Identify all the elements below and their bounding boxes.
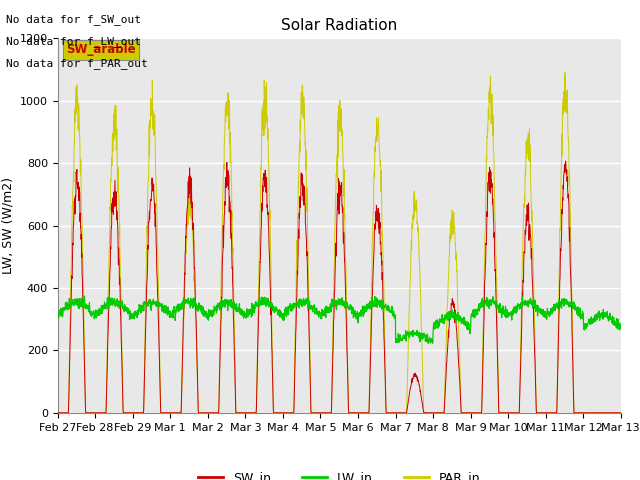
Text: No data for f_PAR_out: No data for f_PAR_out [6, 58, 148, 69]
Legend: SW_in, LW_in, PAR_in: SW_in, LW_in, PAR_in [193, 466, 486, 480]
Text: No data for f_LW_out: No data for f_LW_out [6, 36, 141, 47]
Title: Solar Radiation: Solar Radiation [281, 18, 397, 33]
Text: No data for f_SW_out: No data for f_SW_out [6, 14, 141, 25]
Y-axis label: LW, SW (W/m2): LW, SW (W/m2) [1, 177, 14, 274]
Text: SW_arable: SW_arable [66, 43, 136, 56]
